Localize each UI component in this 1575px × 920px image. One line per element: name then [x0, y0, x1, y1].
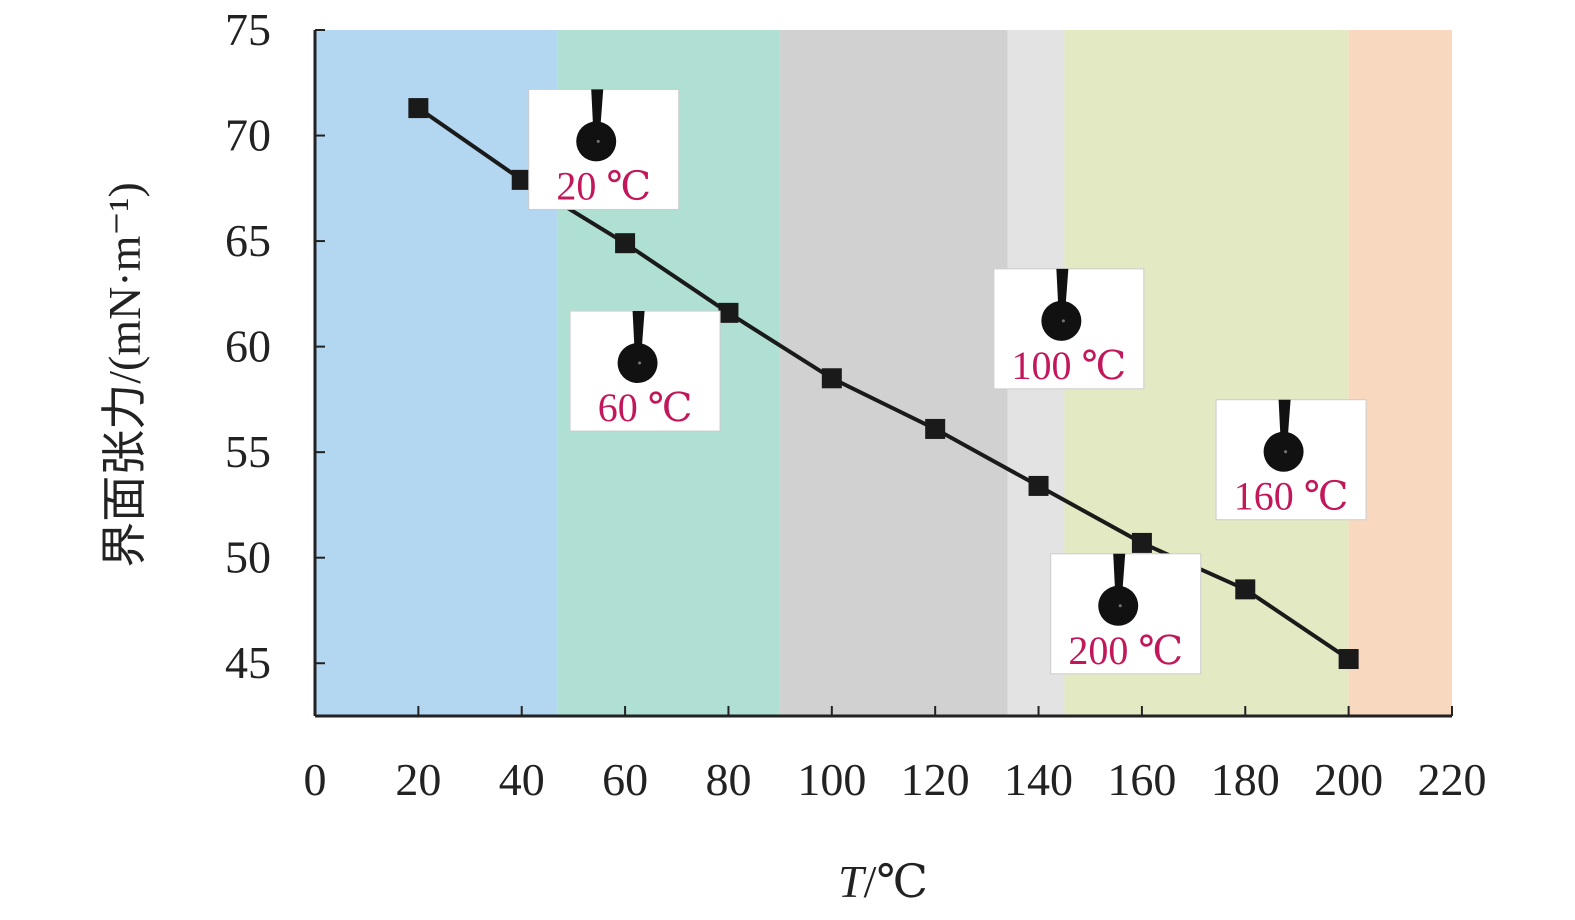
data-point [718, 302, 739, 323]
needle-icon [1278, 399, 1291, 440]
data-point [511, 169, 532, 190]
droplet-highlight [596, 139, 600, 143]
inset-label: 20 ℃ [556, 163, 651, 208]
droplet-icon [1098, 585, 1139, 626]
x-tick-label: 100 [797, 754, 866, 805]
droplet-insets: 20 ℃ 60 ℃ 100 ℃ 160 ℃ 200 ℃ [528, 88, 1367, 675]
y-tick-label: 70 [225, 110, 271, 161]
x-axis-title-unit: /℃ [864, 856, 928, 907]
x-tick-label: 40 [499, 754, 545, 805]
inset-label: 100 ℃ [1011, 343, 1126, 388]
inset-label: 160 ℃ [1234, 474, 1349, 519]
inset-label: 60 ℃ [598, 385, 693, 430]
background-band-2 [780, 30, 1008, 716]
x-tick-label: 120 [901, 754, 970, 805]
y-tick-label: 45 [225, 637, 271, 688]
droplet-icon [1041, 300, 1082, 341]
axes [313, 29, 1453, 718]
x-tick-label: 200 [1314, 754, 1383, 805]
droplet-inset: 160 ℃ [1215, 399, 1367, 521]
inset-label: 200 ℃ [1068, 628, 1183, 673]
x-tick-label: 60 [602, 754, 648, 805]
y-tick-label: 65 [225, 215, 271, 266]
droplet-highlight [1284, 450, 1288, 454]
data-point [1235, 579, 1256, 600]
droplet-highlight [1061, 319, 1065, 323]
needle-icon [1056, 268, 1069, 309]
data-point [1131, 532, 1152, 553]
data-point [615, 233, 636, 254]
x-axis-title-variable: T [838, 856, 867, 907]
droplet-icon [1263, 431, 1304, 472]
x-tick-label: 140 [1004, 754, 1073, 805]
data-point [925, 418, 946, 439]
needle-icon [591, 89, 604, 130]
needle-icon [1113, 553, 1126, 594]
x-tick-label: 180 [1211, 754, 1280, 805]
tick-labels: 75 70 65 60 55 50 45 0 20 40 60 80 100 120 140 160 180 20… [225, 4, 1487, 805]
x-axis-title: T/℃ [838, 856, 928, 907]
data-point [1338, 649, 1359, 670]
x-tick-label: 0 [304, 754, 327, 805]
background-band-0 [315, 30, 558, 716]
x-tick-label: 80 [705, 754, 751, 805]
data-point [821, 368, 842, 389]
data-point [1028, 475, 1049, 496]
data-point [408, 98, 429, 119]
droplet-inset: 100 ℃ [993, 268, 1145, 390]
needle-icon [632, 311, 645, 352]
x-tick-label: 160 [1107, 754, 1176, 805]
y-axis-title: 界面张力/(mN·m⁻¹) [99, 182, 150, 568]
x-tick-label: 220 [1418, 754, 1487, 805]
y-tick-label: 75 [225, 4, 271, 55]
y-tick-label: 50 [225, 532, 271, 583]
background-band-5 [1348, 30, 1452, 716]
x-tick-label: 20 [395, 754, 441, 805]
droplet-icon [576, 121, 617, 162]
droplet-inset: 200 ℃ [1050, 553, 1202, 675]
droplet-highlight [638, 361, 642, 365]
y-tick-label: 55 [225, 426, 271, 477]
droplet-highlight [1118, 604, 1122, 608]
y-tick-label: 60 [225, 321, 271, 372]
droplet-inset: 60 ℃ [569, 310, 721, 432]
droplet-inset: 20 ℃ [528, 88, 680, 210]
droplet-icon [617, 343, 658, 384]
